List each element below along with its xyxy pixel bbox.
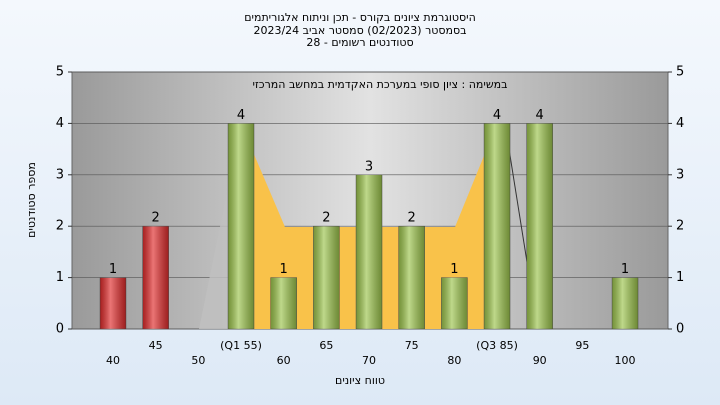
- x-tick-label: 40: [106, 354, 120, 367]
- y2-tick-label: 1: [676, 270, 684, 285]
- y2-tick-label: 3: [676, 167, 684, 182]
- x-tick-label: (Q1 55): [220, 339, 262, 352]
- value-label: 3: [365, 159, 373, 174]
- y2-tick-label: 0: [676, 322, 684, 337]
- x-tick-label: (Q3 85): [476, 339, 518, 352]
- value-label: 2: [152, 211, 160, 226]
- bar-shine: [228, 123, 255, 330]
- y-tick-label: 3: [56, 167, 64, 182]
- x-tick-label: 75: [405, 339, 419, 352]
- value-label: 1: [280, 262, 288, 277]
- subtitle: בסמסטר (02/2023) סמסטר אביב 2023/24: [253, 24, 466, 37]
- y2-tick-label: 2: [676, 219, 684, 234]
- x-tick-label: 45: [149, 339, 163, 352]
- bar-shine: [526, 123, 553, 330]
- bar-shine: [270, 277, 297, 329]
- x-tick-label: 65: [319, 339, 333, 352]
- y-tick-label: 4: [56, 116, 64, 131]
- value-label: 2: [408, 211, 416, 226]
- value-label: 4: [536, 108, 544, 123]
- bar-shine: [356, 174, 383, 329]
- value-label: 2: [322, 211, 330, 226]
- value-label: 1: [621, 262, 629, 277]
- x-tick-label: 50: [191, 354, 205, 367]
- bar-shine: [100, 277, 126, 329]
- value-label: 1: [450, 262, 458, 277]
- bar-shine: [398, 226, 425, 329]
- y-tick-label: 5: [56, 65, 64, 80]
- bar-shine: [484, 123, 511, 330]
- annotation: במשימה : ציון סופי במערכת האקדמית במחשב …: [253, 78, 508, 91]
- x-tick-label: 60: [277, 354, 291, 367]
- bar-shine: [441, 277, 468, 329]
- y-tick-label: 0: [56, 322, 64, 337]
- title: היסטוגרמת ציונים בקורס - תכן וניתוח אלגו…: [244, 11, 476, 24]
- x-tick-label: 70: [362, 354, 376, 367]
- bar-shine: [612, 277, 639, 329]
- x-tick-label: 95: [575, 339, 589, 352]
- value-label: 1: [109, 262, 117, 277]
- bar-shine: [142, 226, 169, 329]
- y-tick-label: 1: [56, 270, 64, 285]
- value-label: 4: [493, 108, 501, 123]
- x-tick-label: 80: [447, 354, 461, 367]
- y-axis-label: מספר סטודנטים: [25, 162, 38, 238]
- y2-tick-label: 5: [676, 65, 684, 80]
- x-tick-label: 90: [533, 354, 547, 367]
- y-tick-label: 2: [56, 219, 64, 234]
- bar-shine: [313, 226, 340, 329]
- value-label: 4: [237, 108, 245, 123]
- y2-tick-label: 4: [676, 116, 684, 131]
- x-tick-label: 100: [615, 354, 636, 367]
- iqr-band: [241, 124, 497, 329]
- subtitle-2: סטודנטים רשומים - 28: [306, 36, 413, 49]
- x-axis-label: טווח ציונים: [335, 374, 385, 387]
